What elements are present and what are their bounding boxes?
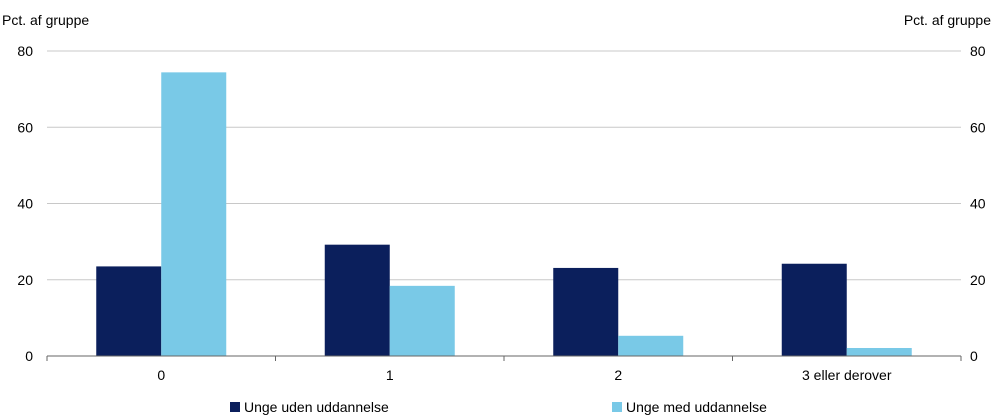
bars: [96, 72, 912, 356]
legend-swatch-series-2: [612, 402, 622, 412]
bar-series2-cat2: [618, 335, 684, 356]
y-tick-left-0: 0: [25, 348, 33, 364]
y-tick-right-20: 20: [970, 272, 986, 288]
y-tick-left-40: 40: [17, 196, 33, 212]
y-tick-right-0: 0: [970, 348, 978, 364]
x-tick-label-0: 0: [157, 367, 165, 383]
y-tick-left-20: 20: [17, 272, 33, 288]
x-tick-label-3: 3 eller derover: [802, 367, 892, 383]
y-axis-title-left: Pct. af gruppe: [2, 12, 89, 28]
axes: [46, 355, 962, 361]
bar-series2-cat0: [161, 72, 227, 356]
bar-series2-cat3: [846, 347, 912, 356]
legend: Unge uden uddannelse Unge med uddannelse: [0, 396, 993, 418]
legend-item-series-2: Unge med uddannelse: [612, 399, 767, 415]
legend-swatch-series-1: [230, 402, 240, 412]
y-tick-right-60: 60: [970, 119, 986, 135]
legend-label-series-2: Unge med uddannelse: [626, 399, 767, 415]
y-tick-left-80: 80: [17, 43, 33, 59]
x-tick-label-1: 1: [386, 367, 394, 383]
y-tick-right-80: 80: [970, 43, 986, 59]
y-axis-title-right: Pct. af gruppe: [904, 12, 991, 28]
tick-labels: 0 0 20 20 40 40 60 60 80 80 0 1 2 3 eller derover: [17, 43, 985, 383]
bar-chart: 0 0 20 20 40 40 60 60 80 80 0 1 2 3 eller derover Pct…: [2, 12, 991, 383]
legend-label-series-1: Unge uden uddannelse: [244, 399, 389, 415]
bar-series2-cat1: [389, 285, 455, 356]
x-tick-label-2: 2: [614, 367, 622, 383]
y-tick-left-60: 60: [17, 119, 33, 135]
bar-series1-cat1: [324, 244, 390, 356]
bar-series1-cat0: [96, 266, 162, 356]
legend-item-series-1: Unge uden uddannelse: [230, 399, 389, 415]
bar-series1-cat2: [553, 267, 619, 356]
y-tick-right-40: 40: [970, 196, 986, 212]
bar-series1-cat3: [781, 263, 847, 356]
